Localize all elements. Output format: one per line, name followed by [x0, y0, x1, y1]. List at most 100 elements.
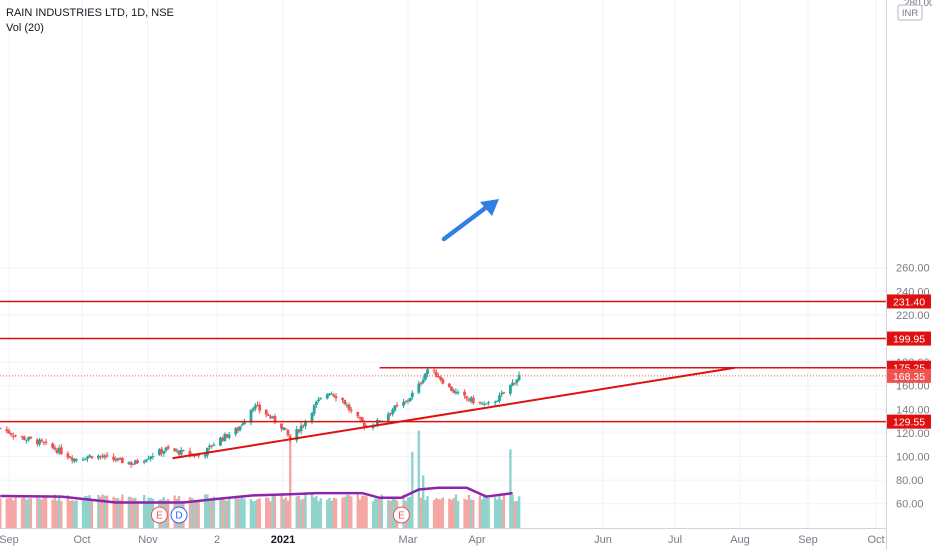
- volume-bar: [350, 496, 353, 528]
- volume-bar: [243, 498, 246, 528]
- candle-body: [343, 399, 347, 405]
- candle-body: [447, 383, 451, 388]
- candle-body: [517, 374, 521, 380]
- candle-body: [325, 394, 329, 399]
- volume-bar: [487, 498, 490, 528]
- earnings-marker-label[interactable]: E: [156, 511, 163, 522]
- volume-bar: [227, 497, 231, 528]
- candle-body: [463, 391, 467, 396]
- dividend-marker-label[interactable]: D: [175, 511, 182, 522]
- volume-bar: [452, 497, 455, 528]
- volume-bar: [114, 498, 118, 528]
- candle-body: [160, 448, 163, 454]
- volume-bar: [51, 499, 54, 528]
- volume-bar: [463, 498, 466, 528]
- candle-body: [408, 397, 412, 402]
- candle-body: [182, 450, 185, 452]
- candle-body: [57, 447, 61, 453]
- currency-badge-label[interactable]: INR: [902, 8, 919, 19]
- volume-bar: [145, 501, 148, 528]
- candle-body: [131, 463, 135, 465]
- candle-body: [205, 447, 209, 456]
- candle-body: [66, 453, 70, 458]
- volume-bar: [116, 498, 120, 528]
- candle-body: [11, 435, 15, 437]
- time-tick-label: 2: [214, 534, 220, 546]
- candle-body: [221, 438, 225, 441]
- candle-body: [188, 451, 192, 456]
- candle-body: [251, 408, 255, 411]
- volume-bar: [97, 494, 100, 528]
- volume-bar: [12, 500, 15, 528]
- level-price-badge: [887, 294, 931, 309]
- level-price-badge: [887, 331, 931, 346]
- volume-bar: [236, 498, 240, 528]
- candle-body: [134, 460, 137, 465]
- earnings-marker[interactable]: [150, 506, 168, 524]
- candle-body: [493, 401, 497, 403]
- volume-bar: [273, 495, 277, 528]
- candle-body: [88, 455, 92, 458]
- candle-body: [297, 429, 301, 432]
- candle-body: [83, 459, 87, 461]
- volume-bar: [422, 475, 425, 528]
- candle-body: [40, 439, 44, 442]
- candle-body: [149, 456, 153, 459]
- volume-bar: [195, 501, 198, 528]
- earnings-marker-label[interactable]: E: [398, 511, 405, 522]
- candle-body: [147, 458, 150, 460]
- bullish-arrow-shaft[interactable]: [441, 203, 491, 242]
- volume-bar: [347, 494, 351, 528]
- candle-body: [51, 443, 54, 448]
- volume-bar: [269, 501, 272, 528]
- last-price-badge-label: 168.35: [893, 371, 925, 383]
- volume-bar: [68, 500, 72, 528]
- dividend-marker[interactable]: [170, 506, 188, 524]
- volume-bar: [365, 496, 368, 528]
- candle-body: [360, 417, 364, 423]
- volume-bar: [105, 495, 109, 528]
- ascending-trendline[interactable]: [172, 366, 736, 460]
- volume-bar: [454, 494, 458, 528]
- time-tick-label: 2021: [271, 534, 295, 546]
- price-tick-label: 260.00: [896, 263, 930, 275]
- volume-bar: [75, 500, 78, 528]
- volume-bar: [210, 498, 213, 528]
- volume-bar: [112, 496, 115, 528]
- volume-bar: [411, 451, 414, 528]
- volume-bar: [132, 498, 135, 528]
- candle-body: [421, 379, 425, 383]
- candle-body: [269, 416, 272, 419]
- candle-body: [356, 411, 360, 417]
- candle-body: [513, 383, 517, 385]
- volume-bar: [467, 494, 471, 528]
- candle-body: [75, 459, 78, 461]
- volume-bar: [88, 495, 91, 528]
- candle-body: [511, 382, 514, 386]
- volume-bar: [511, 494, 514, 528]
- candle-body: [284, 428, 288, 430]
- candle-body: [27, 437, 31, 440]
- volume-bar: [480, 499, 484, 528]
- currency-badge[interactable]: [897, 4, 923, 21]
- level-price-badge-label: 231.40: [893, 296, 925, 308]
- volume-bar: [493, 497, 497, 528]
- volume-bar: [424, 500, 427, 528]
- volume-bar: [478, 495, 482, 528]
- volume-bar: [7, 497, 11, 528]
- volume-bar: [299, 499, 303, 528]
- candle-body: [471, 397, 475, 404]
- candle-body: [371, 426, 375, 429]
- candle-body: [395, 405, 399, 407]
- earnings-marker[interactable]: [392, 506, 410, 524]
- volume-bar: [363, 495, 366, 528]
- volume-bar: [57, 498, 61, 528]
- price-tick-label: 100.00: [896, 452, 930, 464]
- candle-body: [310, 413, 314, 422]
- candle-body: [73, 458, 76, 462]
- volume-moving-average-line: [0, 486, 513, 504]
- bullish-arrow-head[interactable]: [480, 199, 499, 216]
- volume-bar: [391, 498, 394, 528]
